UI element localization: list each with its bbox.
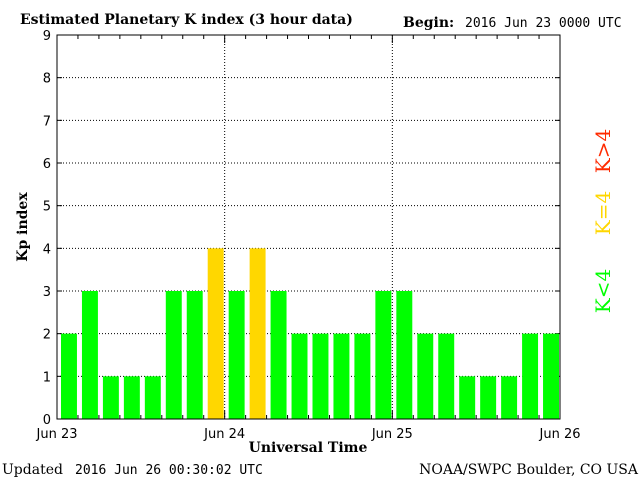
kp-bar [312,333,329,419]
legend-mid: K=4 [591,191,615,235]
kp-bar [102,376,119,419]
legend-low: K<4 [591,269,615,313]
kp-bar [417,333,434,419]
kp-bar [291,333,308,419]
y-tick-label: 3 [43,285,51,300]
chart-title: Estimated Planetary K index (3 hour data… [20,12,353,28]
y-tick-label: 4 [43,242,51,257]
kp-bar [459,376,476,419]
x-axis-label: Universal Time [249,440,368,456]
x-tick-label: Jun 25 [371,427,413,442]
kp-bar [396,291,413,419]
x-tick-label: Jun 24 [203,427,245,442]
kp-bar [144,376,161,419]
kp-bar [123,376,140,419]
x-tick-label: Jun 26 [539,427,581,442]
kp-bar [165,291,182,419]
y-tick-label: 2 [43,328,51,343]
kp-bar [543,333,559,419]
begin-value: 2016 Jun 23 0000 UTC [465,16,622,31]
updated-value: 2016 Jun 26 00:30:02 UTC [75,463,263,478]
y-tick-label: 9 [43,29,51,44]
kp-bar [207,248,224,419]
begin-label: Begin: [403,15,454,31]
kp-bar [522,333,539,419]
y-tick-label: 6 [43,157,51,172]
x-tick-label: Jun 23 [36,427,78,442]
kp-bar [61,333,77,419]
kp-bar [438,333,455,419]
y-tick-label: 1 [43,370,51,385]
updated-label: Updated [2,462,63,478]
y-tick-label: 7 [43,114,51,129]
kp-bar [186,291,203,419]
y-axis-label: Kp index [15,192,31,262]
kp-bar [480,376,497,419]
legend-high: K>4 [591,129,615,173]
plot-frame [56,34,561,420]
grid [56,34,561,420]
y-tick-label: 0 [43,413,51,428]
y-tick-labels: 0 1 2 3 4 5 6 7 8 9 [43,29,51,428]
kp-bar [333,333,350,419]
y-tick-label: 8 [43,72,51,87]
kp-bar [81,291,98,419]
credit-text: NOAA/SWPC Boulder, CO USA [419,462,639,478]
kp-bar [375,291,392,419]
kp-bar [228,291,245,419]
kp-bar [270,291,287,419]
kp-bar [501,376,518,419]
y-tick-label: 5 [43,200,51,215]
kp-bar [354,333,371,419]
bars [61,248,559,419]
x-tick-labels: Jun 23 Jun 24 Jun 25 Jun 26 [36,427,581,442]
kp-bar [249,248,266,419]
